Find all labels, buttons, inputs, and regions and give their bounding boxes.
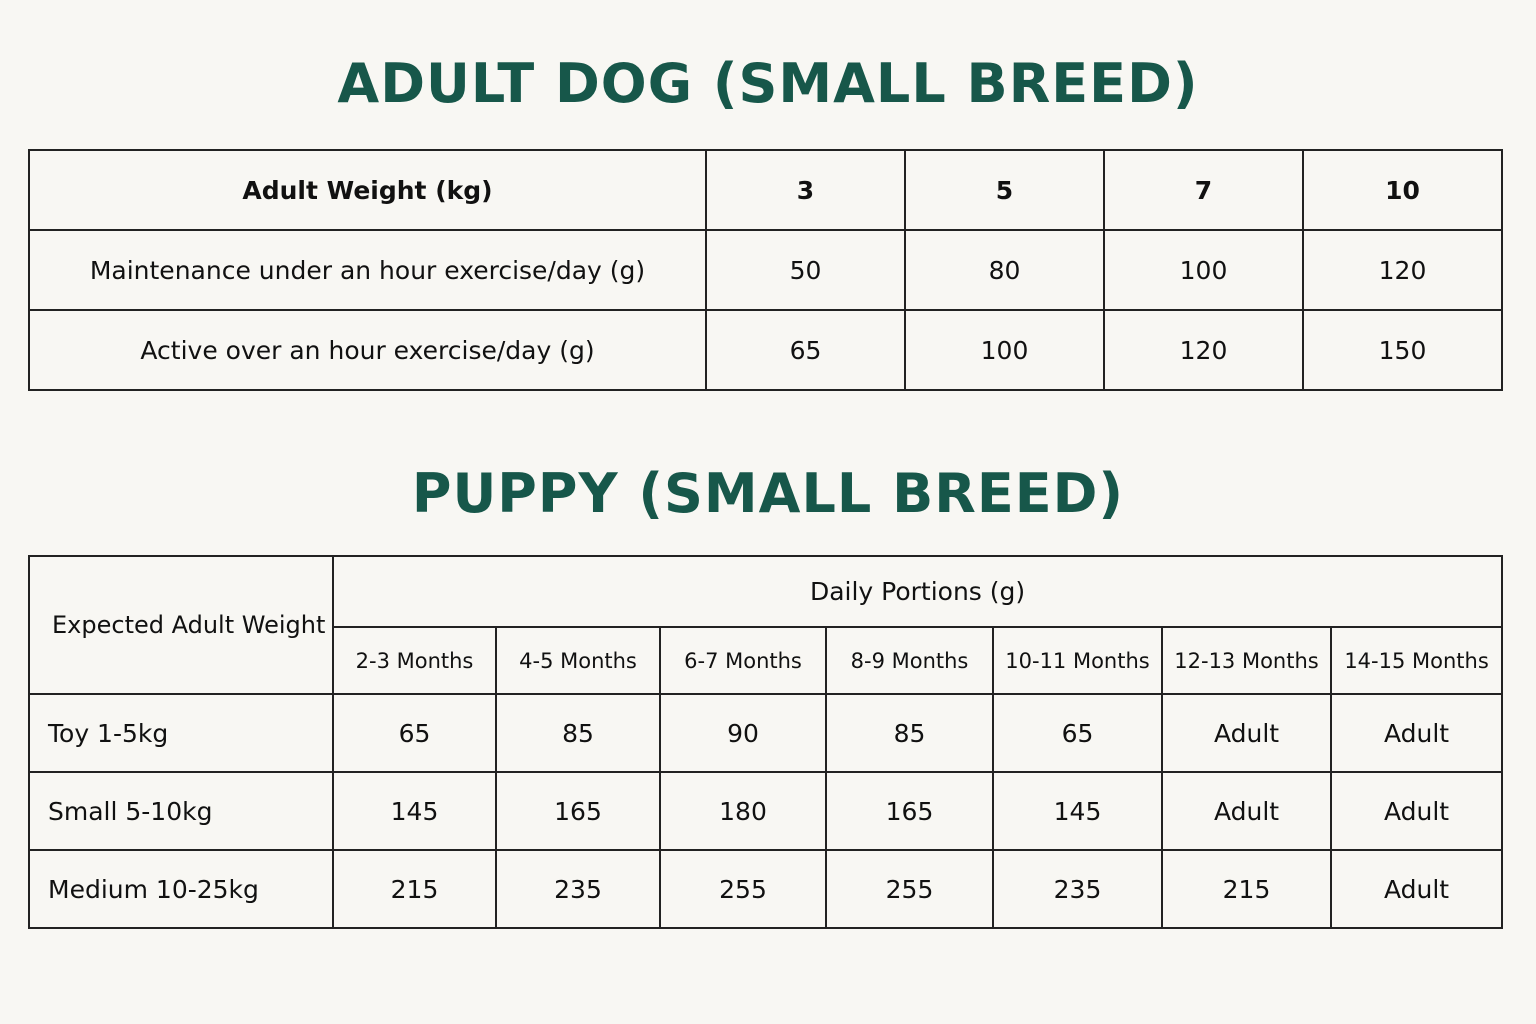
cell: 145 [992,771,1163,851]
cell: Active over an hour exercise/day (g) [28,309,707,391]
cell: 85 [825,693,994,773]
cell: 150 [1302,309,1503,391]
column-header: 2-3 Months [332,626,497,695]
puppy-title: PUPPY (SMALL BREED) [411,462,1125,525]
cell: Adult [1329,849,1504,929]
cell: 85 [495,693,661,773]
cell: 145 [332,771,497,851]
cell: 80 [904,229,1105,311]
cell: Adult [1161,693,1332,773]
column-row: 2-3 Months 4-5 Months 6-7 Months 8-9 Months… [29,626,1504,695]
row-header: Expected Adult Weight [28,555,334,695]
cell: 65 [332,693,497,773]
cell: 215 [332,849,497,929]
cell: 165 [825,771,994,851]
cell: Adult [1161,771,1332,851]
row: Toy 1-5kg 65 85 90 85 65 Adult Adult [28,693,1504,773]
cell: 65 [705,309,906,391]
column-header: 8-9 Months [825,626,994,695]
cell: 100 [904,309,1105,391]
column-header: 14-15 Months [1329,626,1504,695]
cell: 100 [1103,229,1304,311]
column-header: 10-11 Months [992,626,1163,695]
row: Maintenance under an hour exercise/day (… [28,229,1503,311]
header-row: Adult Weight (kg) 3 5 7 10 [28,149,1503,231]
header-cell: 10 [1302,149,1503,231]
puppy-table: Expected Adult Weight Daily Portions (g) 2… [28,555,1504,929]
header-cell: 3 [705,149,906,231]
row-label: Toy 1-5kg [28,693,334,773]
cell: 235 [992,849,1163,929]
row-label: Small 5-10kg [28,771,334,851]
cell: 215 [1161,849,1332,929]
header-cell: 5 [904,149,1105,231]
cell: 255 [825,849,994,929]
cell: 90 [659,693,827,773]
cell: Maintenance under an hour exercise/day (… [28,229,707,311]
row: Small 5-10kg 145 165 180 165 145 Adult Adult [28,771,1504,851]
row-label: Medium 10-25kg [28,849,334,929]
cell: 120 [1302,229,1503,311]
column-header: 12-13 Months [1161,626,1332,695]
cell: 235 [495,849,661,929]
adult-table: Adult Weight (kg) 3 5 7 10 Maintenance under … [28,149,1503,391]
column-header: 4-5 Months [495,626,661,695]
row: Medium 10-25kg 215 235 255 255 235 215 Adult [28,849,1504,929]
cell: 65 [992,693,1163,773]
adult-title: ADULT DOG (SMALL BREED) [337,52,1199,115]
column-header: 6-7 Months [659,626,827,695]
header-cell: Adult Weight (kg) [28,149,707,231]
group-header: Daily Portions (g) [331,555,1504,628]
group-row: Expected Adult Weight Daily Portions (g) [28,555,1504,695]
header-cell: 7 [1103,149,1304,231]
cell: Adult [1329,693,1504,773]
cell: Adult [1329,771,1504,851]
row: Active over an hour exercise/day (g) 65 10… [28,309,1503,391]
cell: 165 [495,771,661,851]
cell: 180 [659,771,827,851]
cell: 255 [659,849,827,929]
cell: 50 [705,229,906,311]
cell: 120 [1103,309,1304,391]
